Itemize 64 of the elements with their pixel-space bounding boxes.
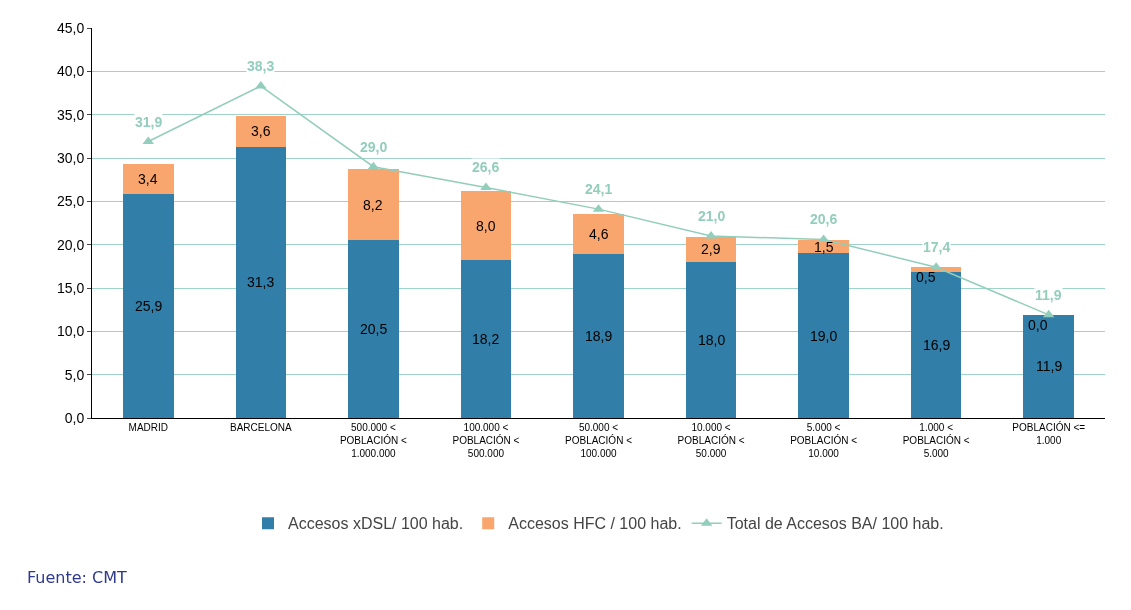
data-label: 16,9: [923, 337, 951, 353]
data-label: 20,5: [360, 321, 388, 337]
data-label: 3,6: [251, 123, 271, 139]
bar: [1023, 314, 1075, 418]
data-label: 18,9: [585, 328, 613, 344]
y-tick-label: 5,0: [64, 366, 85, 383]
bar: [910, 271, 962, 418]
x-tick-label: POBLACIÓN <= 1.000: [1012, 421, 1086, 446]
bar: [460, 190, 512, 261]
data-label: 11,9: [1035, 287, 1062, 303]
y-tick-label: 15,0: [56, 279, 85, 296]
bar: [573, 214, 624, 255]
y-tick-label: 35,0: [56, 106, 85, 123]
data-label: 18,2: [472, 331, 500, 347]
bar: [348, 240, 399, 418]
bar: [235, 115, 287, 147]
data-label: 29,0: [360, 139, 388, 155]
legend-label: Accesos xDSL/ 100 hab.: [288, 515, 464, 533]
x-tick-label: 500.000 < POBLACIÓN < 1.000.000: [339, 422, 408, 459]
y-tick-label: 25,0: [56, 193, 85, 210]
bar: [235, 146, 287, 418]
bar: [685, 262, 737, 418]
data-label: 38,3: [247, 58, 275, 74]
bar: [798, 253, 849, 418]
x-tick-label: 10.000 < POBLACIÓN < 50.000: [677, 422, 745, 459]
source-note: Fuente: CMT: [27, 568, 128, 587]
bar: [348, 169, 399, 241]
data-label: 8,0: [476, 218, 496, 234]
legend-label: Accesos HFC / 100 hab.: [508, 515, 682, 533]
data-label: 11,9: [1036, 358, 1063, 374]
bar: [573, 254, 624, 418]
x-tick-label: 100.000 < POBLACIÓN < 500.000: [452, 422, 520, 459]
bar: [460, 260, 512, 418]
x-tick-label: 1.000 < POBLACIÓN < 5.000: [902, 422, 970, 459]
y-tick-label: 0,0: [64, 409, 85, 426]
data-label: 2,9: [701, 241, 721, 257]
data-label: 1,5: [814, 239, 834, 255]
data-label: 3,4: [138, 171, 158, 187]
y-tick-label: 30,0: [56, 149, 85, 166]
data-label: 21,0: [698, 208, 726, 224]
bar: [122, 164, 174, 194]
data-label: 31,3: [247, 274, 275, 290]
x-tick-label: 50.000 < POBLACIÓN < 100.000: [565, 422, 633, 459]
data-label: 18,0: [698, 332, 726, 348]
data-label: 19,0: [810, 328, 838, 344]
x-tick-label: MADRID: [128, 422, 169, 433]
bar: [122, 193, 174, 418]
y-tick-label: 45,0: [56, 19, 85, 36]
y-tick-label: 40,0: [56, 63, 85, 80]
x-tick-label: BARCELONA: [229, 422, 292, 433]
y-tick-label: 20,0: [56, 236, 85, 253]
data-label: 20,6: [810, 211, 838, 227]
legend-label: Total de Accesos BA/ 100 hab.: [726, 515, 944, 533]
data-label: 25,9: [135, 298, 163, 314]
y-tick-label: 10,0: [56, 323, 85, 340]
data-label: 0,5: [916, 269, 936, 285]
data-label: 31,9: [135, 114, 163, 130]
data-label: 8,2: [363, 197, 383, 213]
data-label: 24,1: [585, 181, 613, 197]
data-label: 26,6: [472, 159, 500, 175]
data-label: 4,6: [589, 226, 609, 242]
data-label: 17,4: [923, 239, 951, 255]
x-tick-label: 5.000 < POBLACIÓN < 10.000: [790, 422, 858, 459]
data-label: 0,0: [1028, 317, 1048, 333]
